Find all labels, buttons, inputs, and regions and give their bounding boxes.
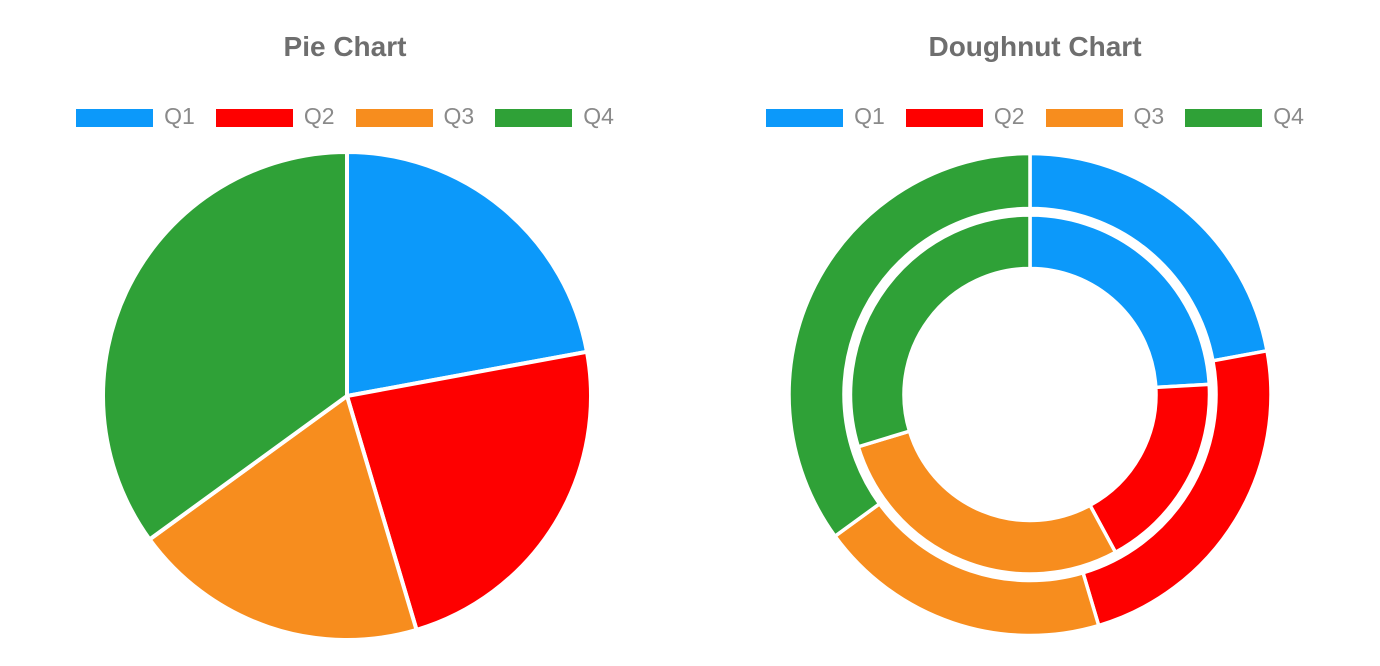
legend-item-q4[interactable]: Q4 bbox=[1185, 103, 1304, 129]
pie-slice-q3[interactable] bbox=[146, 392, 420, 642]
legend-swatch-q2[interactable] bbox=[215, 109, 293, 127]
doughnut-chart-plot[interactable] bbox=[690, 0, 1380, 666]
doughnut-chart-legend: Q1 Q2 Q3 Q4 bbox=[690, 103, 1380, 129]
legend-item-q1[interactable]: Q1 bbox=[766, 103, 885, 129]
pie-chart-section: Pie Chart Q1 Q2 Q3 Q4 bbox=[0, 0, 690, 666]
legend-swatch-q4[interactable] bbox=[1185, 109, 1263, 127]
legend-label-q3: Q3 bbox=[443, 103, 475, 129]
pie-chart-legend: Q1 Q2 Q3 Q4 bbox=[0, 103, 690, 129]
legend-swatch-q3[interactable] bbox=[355, 109, 433, 127]
legend-label-q3: Q3 bbox=[1133, 103, 1165, 129]
pie-slice-q2[interactable] bbox=[344, 349, 593, 633]
legend-label-q4: Q4 bbox=[1273, 103, 1304, 129]
legend-swatch-q4[interactable] bbox=[495, 109, 573, 127]
doughnut-chart-section: Doughnut Chart Q1 Q2 Q3 Q4 bbox=[690, 0, 1380, 666]
doughnut-slice-q4-ring0[interactable] bbox=[787, 151, 1032, 539]
legend-item-q4[interactable]: Q4 bbox=[495, 103, 614, 129]
pie-slice-q4[interactable] bbox=[101, 149, 349, 543]
legend-label-q2: Q2 bbox=[993, 103, 1025, 129]
pie-chart-title: Pie Chart bbox=[283, 31, 407, 62]
pie-slice-q1[interactable] bbox=[345, 149, 590, 399]
legend-item-q3[interactable]: Q3 bbox=[355, 103, 475, 129]
legend-item-q2[interactable]: Q2 bbox=[215, 103, 335, 129]
legend-item-q1[interactable]: Q1 bbox=[76, 103, 195, 129]
legend-label-q2: Q2 bbox=[303, 103, 335, 129]
legend-swatch-q1[interactable] bbox=[766, 109, 844, 127]
legend-label-q4: Q4 bbox=[583, 103, 614, 129]
legend-item-q3[interactable]: Q3 bbox=[1045, 103, 1165, 129]
doughnut-slice-q3-ring1[interactable] bbox=[856, 428, 1118, 576]
legend-swatch-q2[interactable] bbox=[905, 109, 983, 127]
legend-label-q1: Q1 bbox=[164, 103, 195, 129]
legend-item-q2[interactable]: Q2 bbox=[905, 103, 1025, 129]
doughnut-slice-q4-ring1[interactable] bbox=[848, 213, 1032, 449]
doughnut-chart-title: Doughnut Chart bbox=[928, 31, 1142, 62]
pie-chart-plot[interactable] bbox=[0, 0, 690, 666]
legend-swatch-q3[interactable] bbox=[1045, 109, 1123, 127]
legend-swatch-q1[interactable] bbox=[76, 109, 154, 127]
legend-label-q1: Q1 bbox=[854, 103, 885, 129]
